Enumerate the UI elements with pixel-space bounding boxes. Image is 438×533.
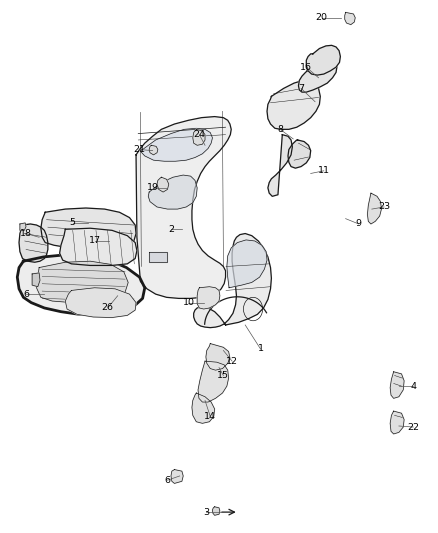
Text: 2: 2 [168, 225, 174, 234]
Text: 17: 17 [88, 237, 101, 246]
Polygon shape [157, 177, 169, 192]
Text: 18: 18 [20, 229, 32, 238]
Polygon shape [390, 372, 404, 398]
Text: 23: 23 [378, 203, 390, 212]
Text: 11: 11 [318, 166, 330, 175]
Polygon shape [65, 288, 136, 318]
Text: 14: 14 [204, 412, 216, 421]
Polygon shape [345, 12, 355, 25]
Text: 8: 8 [277, 125, 283, 134]
Polygon shape [60, 228, 137, 265]
Polygon shape [298, 60, 337, 92]
Text: 26: 26 [102, 303, 114, 312]
Text: 7: 7 [298, 84, 304, 93]
Polygon shape [267, 80, 320, 130]
Text: 9: 9 [356, 220, 362, 229]
Polygon shape [148, 175, 197, 209]
Text: 16: 16 [300, 63, 312, 71]
Polygon shape [192, 393, 215, 423]
Text: 22: 22 [407, 423, 419, 432]
Polygon shape [171, 470, 183, 483]
Polygon shape [268, 135, 292, 196]
Text: 19: 19 [147, 183, 159, 192]
Polygon shape [212, 507, 220, 515]
Polygon shape [306, 45, 340, 75]
Polygon shape [20, 223, 26, 230]
Text: 20: 20 [316, 13, 328, 22]
Text: 6: 6 [165, 476, 170, 484]
Polygon shape [206, 344, 230, 370]
Polygon shape [141, 128, 212, 161]
Polygon shape [227, 240, 267, 288]
Polygon shape [41, 208, 136, 251]
Polygon shape [32, 273, 40, 287]
Polygon shape [288, 140, 311, 168]
Text: 6: 6 [23, 289, 29, 298]
Polygon shape [197, 287, 220, 309]
Text: 15: 15 [217, 371, 230, 380]
Polygon shape [136, 117, 231, 298]
Polygon shape [367, 193, 381, 224]
Text: 4: 4 [410, 382, 416, 391]
Text: 21: 21 [134, 145, 145, 154]
Polygon shape [19, 224, 48, 262]
Polygon shape [149, 252, 166, 262]
Text: 1: 1 [258, 344, 264, 353]
Polygon shape [390, 411, 404, 434]
Text: 3: 3 [203, 507, 209, 516]
Polygon shape [36, 261, 128, 303]
Polygon shape [193, 130, 205, 146]
Text: 5: 5 [70, 219, 76, 228]
Text: 10: 10 [183, 298, 194, 307]
Polygon shape [194, 233, 272, 328]
Polygon shape [149, 146, 158, 155]
Text: 24: 24 [193, 130, 205, 139]
Polygon shape [17, 255, 145, 314]
Text: 12: 12 [226, 357, 238, 366]
Polygon shape [198, 361, 229, 402]
